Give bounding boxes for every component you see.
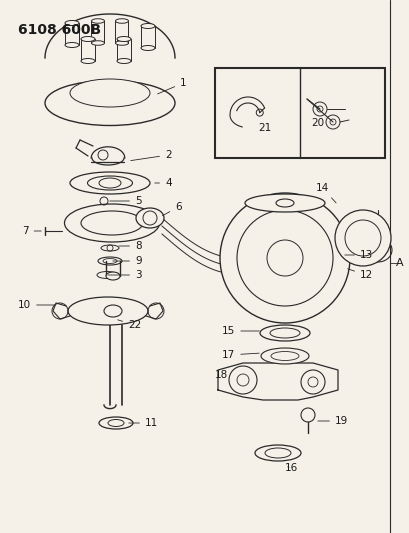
Ellipse shape [70,79,150,107]
Text: 22: 22 [117,320,141,330]
Text: 13: 13 [344,250,372,260]
Ellipse shape [91,41,104,45]
Text: 17: 17 [221,350,258,360]
Text: 3: 3 [108,270,141,280]
Ellipse shape [115,19,128,23]
Text: 4: 4 [155,178,171,188]
Text: 16: 16 [284,463,297,473]
Ellipse shape [117,36,131,42]
Ellipse shape [45,80,175,125]
Text: 15: 15 [221,326,258,336]
Ellipse shape [117,59,131,63]
Text: 7: 7 [22,226,41,236]
Bar [214,68,384,158]
Ellipse shape [136,208,164,228]
Ellipse shape [91,19,104,23]
Bar [252,248,273,270]
Ellipse shape [70,172,150,194]
Circle shape [334,210,390,266]
Text: 11: 11 [128,418,158,428]
Ellipse shape [81,36,95,42]
Ellipse shape [87,176,132,190]
Ellipse shape [275,199,293,207]
Ellipse shape [81,211,143,235]
Text: 20: 20 [310,118,324,128]
Ellipse shape [64,204,159,242]
Text: A: A [395,258,402,268]
Text: 14: 14 [315,183,335,203]
Text: 5: 5 [110,196,141,206]
Ellipse shape [261,348,308,364]
Ellipse shape [254,445,300,461]
Ellipse shape [115,41,128,45]
Circle shape [220,193,349,323]
Ellipse shape [104,305,122,317]
Ellipse shape [106,272,120,280]
Text: 6: 6 [162,202,181,216]
Text: 9: 9 [112,256,141,266]
Ellipse shape [245,194,324,212]
Text: 6108 600B: 6108 600B [18,23,101,37]
Text: 18: 18 [214,370,228,380]
Text: 21: 21 [257,123,271,133]
Ellipse shape [141,23,155,28]
Text: 1: 1 [157,78,186,94]
Text: 2: 2 [130,150,171,160]
Ellipse shape [81,59,95,63]
Ellipse shape [65,43,79,47]
Ellipse shape [99,417,133,429]
Text: 19: 19 [317,416,347,426]
Ellipse shape [259,325,309,341]
Text: 10: 10 [18,300,55,310]
Ellipse shape [65,20,79,26]
Text: 12: 12 [347,269,372,280]
Text: 8: 8 [119,241,141,251]
Ellipse shape [141,45,155,51]
Ellipse shape [68,297,148,325]
